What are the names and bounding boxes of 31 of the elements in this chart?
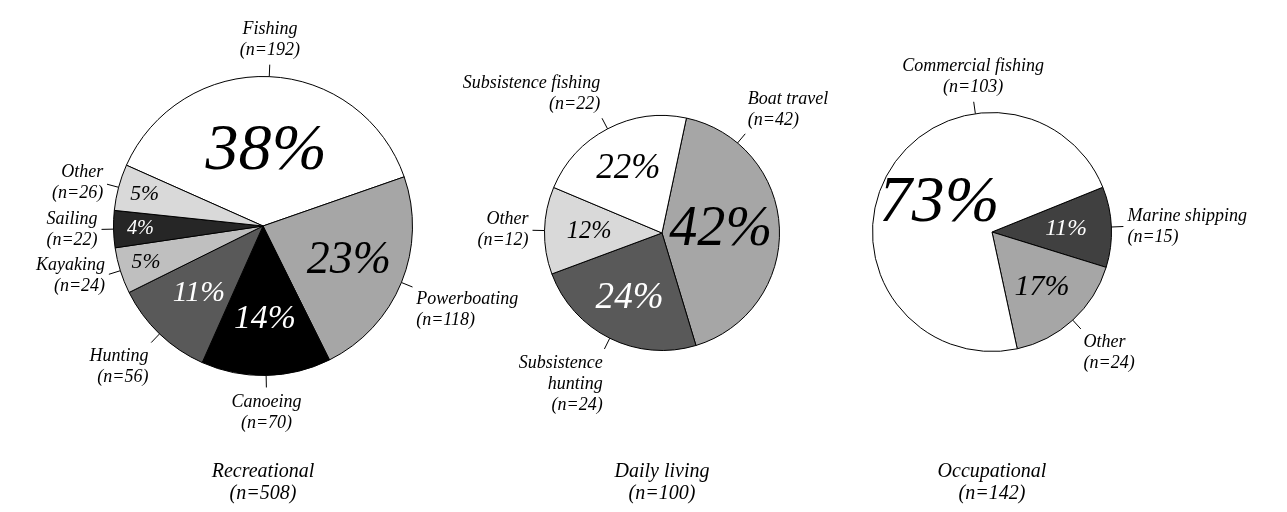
slice-label: Other (n=24) [1083,331,1135,374]
data-label: 5% [130,180,160,205]
slice-label: Other (n=12) [477,208,530,251]
data-label: 5% [131,249,161,274]
data-label: 23% [306,232,391,284]
data-label: 38% [204,109,327,183]
slice-label: Other (n=26) [52,161,105,204]
slice-label: Marine shipping (n=15) [1126,204,1247,247]
slice-label: Fishing (n=192) [239,17,300,60]
slice-label: Canoeing (n=70) [231,390,302,433]
data-label: 4% [126,215,154,238]
text: Occupational (n=142) [937,459,1047,505]
data-label: 17% [1014,267,1070,302]
slice-label: Subsistence fishing (n=22) [462,71,601,114]
data-label: 22% [596,146,661,186]
text: Daily living (n=100) [613,459,710,505]
slice-label: Sailing (n=22) [46,207,98,250]
slice-label: Subsistence hunting (n=24) [518,351,603,415]
slice-label: Powerboating (n=118) [415,287,519,330]
text: Recreational (n=508) [210,459,315,505]
data-label: 12% [566,215,612,243]
data-label: 73% [878,162,1000,236]
data-label: 11% [172,273,226,307]
slice-label: Hunting (n=56) [88,344,149,387]
slice-label: Kayaking (n=24) [35,253,106,296]
data-label: 11% [1045,214,1087,241]
data-label: 42% [669,195,773,258]
slice-label: Commercial fishing (n=103) [902,55,1045,98]
data-label: 14% [233,297,296,335]
slice-label: Boat travel (n=42) [747,87,829,130]
data-label: 24% [595,275,664,316]
